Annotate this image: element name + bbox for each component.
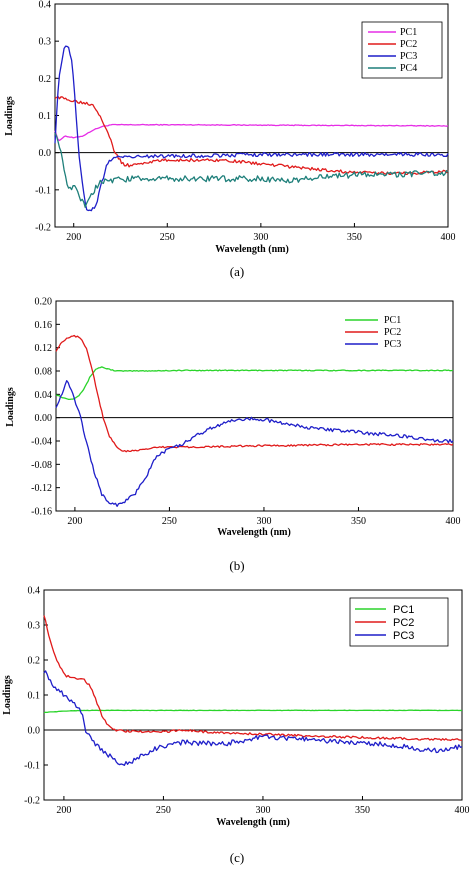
y-tick-label: -0.08 xyxy=(31,460,52,471)
legend: PC1 PC2 PC3 xyxy=(340,310,445,356)
legend-label-pc1: PC1 xyxy=(393,604,414,616)
x-tick-label: 250 xyxy=(160,232,175,243)
x-axis-label: Wavelength (nm) xyxy=(217,527,291,538)
y-tick-label: 0.1 xyxy=(28,691,41,702)
y-tick-label: 0.0 xyxy=(28,726,41,737)
legend: PC1 PC2 PC3 PC4 xyxy=(361,21,443,79)
series-line-pc1 xyxy=(54,123,449,142)
y-axis-label: Loadings xyxy=(4,96,15,136)
chart-panel-c: 200 250 300 350 400 -0.2 -0.1 0.0 0.1 0.2 0.3 0.4 P… xyxy=(2,586,470,866)
series-line-pc3 xyxy=(55,380,454,507)
plot-frame xyxy=(55,300,454,512)
series-group xyxy=(54,45,449,212)
series-line-pc3 xyxy=(43,670,463,766)
x-tick-label: 400 xyxy=(455,805,470,816)
x-tick-label: 300 xyxy=(253,232,268,243)
legend-label-pc1: PC1 xyxy=(400,27,417,38)
x-axis-label: Wavelength (nm) xyxy=(215,244,289,255)
series-line-pc1 xyxy=(55,366,454,401)
x-tick-label: 350 xyxy=(351,516,366,527)
y-tick-label: 0.2 xyxy=(39,74,52,85)
y-tick-label: -0.1 xyxy=(35,185,51,196)
x-tick-label: 300 xyxy=(255,805,270,816)
legend-label-pc2: PC2 xyxy=(400,39,417,50)
series-line-pc4 xyxy=(54,132,449,208)
series-line-pc3 xyxy=(54,45,449,212)
legend-label-pc1: PC1 xyxy=(384,315,401,326)
y-tick-label: 0.3 xyxy=(28,621,41,632)
y-tick-label: -0.2 xyxy=(35,223,51,234)
x-tick-label: 400 xyxy=(446,516,461,527)
series-group xyxy=(55,334,454,507)
y-axis-label: Loadings xyxy=(2,675,13,715)
series-line-pc1 xyxy=(43,709,463,714)
legend-box xyxy=(340,310,445,356)
y-tick-label: -0.04 xyxy=(31,437,52,448)
y-tick-label: -0.12 xyxy=(31,483,52,494)
series-line-pc2 xyxy=(43,615,463,741)
y-tick-label: 0.3 xyxy=(39,37,52,48)
y-tick-label: 0.2 xyxy=(28,656,41,667)
legend-label-pc3: PC3 xyxy=(384,339,401,350)
legend-label-pc4: PC4 xyxy=(400,63,417,74)
y-tick-label: 0.4 xyxy=(39,0,52,11)
x-tick-label: 200 xyxy=(56,805,71,816)
x-tick-label: 250 xyxy=(156,805,171,816)
panel-label: (a) xyxy=(230,264,244,279)
axis-ticks: 200 250 300 350 400 -0.2 -0.1 0.0 0.1 0.2 0.3 0.4 xyxy=(24,586,469,817)
y-tick-label: 0.0 xyxy=(39,148,52,159)
axis-ticks: 200 250 300 350 400 -0.16 -0.12 -0.08 -0.04 0.00 0… xyxy=(31,297,460,528)
y-tick-label: -0.1 xyxy=(24,761,40,772)
series-line-pc2 xyxy=(54,95,449,176)
series-line-pc2 xyxy=(55,334,454,453)
x-tick-label: 200 xyxy=(67,516,82,527)
y-tick-label: -0.2 xyxy=(24,796,40,807)
x-axis-label: Wavelength (nm) xyxy=(216,817,290,828)
x-tick-label: 250 xyxy=(162,516,177,527)
x-tick-label: 200 xyxy=(66,232,81,243)
legend-label-pc2: PC2 xyxy=(384,327,401,338)
legend: PC1 PC2 PC3 xyxy=(349,597,449,647)
chart-panel-a: 200 250 300 350 400 -0.2 -0.1 0.0 0.1 0.2 0.3 0.4 P… xyxy=(4,0,456,279)
y-tick-label: 0.16 xyxy=(35,320,53,331)
legend-label-pc2: PC2 xyxy=(393,617,414,629)
panel-label: (c) xyxy=(230,850,244,865)
y-tick-label: -0.16 xyxy=(31,507,52,518)
legend-label-pc3: PC3 xyxy=(393,630,414,642)
y-tick-label: 0.20 xyxy=(35,297,53,308)
y-tick-label: 0.08 xyxy=(35,367,53,378)
x-tick-label: 300 xyxy=(256,516,271,527)
x-tick-label: 350 xyxy=(355,805,370,816)
series-group xyxy=(43,615,463,766)
y-tick-label: 0.1 xyxy=(39,111,52,122)
y-tick-label: 0.04 xyxy=(35,390,53,401)
x-tick-label: 400 xyxy=(441,232,456,243)
y-axis-label: Loadings xyxy=(5,387,16,427)
y-tick-label: 0.00 xyxy=(35,413,53,424)
legend-label-pc3: PC3 xyxy=(400,51,417,62)
panel-label: (b) xyxy=(229,558,244,573)
chart-panel-b: 200 250 300 350 400 -0.16 -0.12 -0.08 -0.04 0.00 0… xyxy=(5,297,461,574)
x-tick-label: 350 xyxy=(347,232,362,243)
y-tick-label: 0.4 xyxy=(28,586,41,597)
y-tick-label: 0.12 xyxy=(35,343,53,354)
